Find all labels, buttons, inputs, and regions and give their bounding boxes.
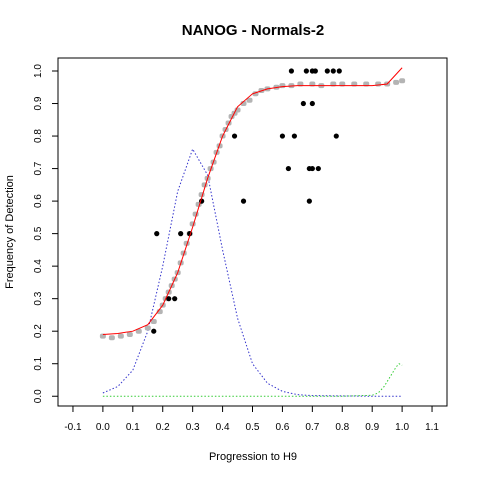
y-tick-label: 0.1 — [33, 356, 44, 370]
x-tick-label: 0.3 — [186, 422, 200, 433]
y-tick-label: 0.9 — [33, 96, 44, 110]
y-tick-label: 0.8 — [33, 129, 44, 143]
y-tick-label: 0.6 — [33, 194, 44, 208]
black-data-point — [306, 198, 312, 204]
x-tick-label: 0.4 — [216, 422, 230, 433]
black-data-point — [300, 100, 306, 107]
gray-data-point — [108, 335, 115, 341]
y-tick-label: 0.7 — [33, 161, 44, 175]
black-data-point — [324, 68, 330, 74]
y-tick-label: 0.4 — [33, 259, 44, 273]
gray-data-point — [144, 325, 151, 331]
black-data-point — [309, 100, 315, 107]
chart-title: NANOG - Normals-2 — [182, 22, 325, 39]
black-data-point — [231, 133, 238, 139]
black-data-point — [333, 133, 339, 139]
black-data-point — [172, 296, 178, 302]
black-data-point — [178, 231, 184, 237]
black-data-point — [240, 198, 247, 204]
y-tick-label: 0.5 — [33, 226, 44, 240]
x-tick-label: 0.8 — [335, 422, 349, 433]
gray-data-point — [393, 79, 400, 85]
black-data-point — [154, 231, 160, 237]
black-data-point — [279, 133, 286, 139]
black-data-point — [285, 165, 292, 172]
gray-data-point — [246, 97, 253, 103]
black-data-point — [309, 165, 315, 172]
x-axis-label: Progression to H9 — [209, 451, 297, 463]
gray-data-point — [150, 318, 157, 324]
gray-data-point — [399, 78, 406, 84]
black-data-point — [312, 68, 318, 74]
gray-data-point — [117, 333, 124, 339]
black-data-point — [288, 68, 294, 74]
black-data-point — [291, 133, 297, 139]
y-tick-label: 1.0 — [33, 64, 44, 78]
x-tick-label: 0.6 — [275, 422, 289, 433]
y-tick-label: 0.3 — [33, 291, 44, 305]
black-data-point — [330, 68, 336, 74]
black-data-point — [151, 328, 157, 334]
x-tick-label: 0.7 — [305, 422, 319, 433]
x-tick-label: 0.9 — [365, 422, 379, 433]
gray-data-point — [126, 331, 133, 337]
x-tick-label: 0.5 — [246, 422, 260, 433]
black-data-point — [303, 68, 309, 74]
black-points-series — [151, 68, 342, 334]
x-tick-label: 0.0 — [96, 422, 110, 433]
y-axis-label: Frequency of Detection — [4, 175, 16, 289]
green-line-series — [102, 363, 403, 397]
black-data-point — [315, 165, 321, 172]
y-tick-label: 0.0 — [33, 389, 44, 403]
x-tick-label: 1.0 — [395, 422, 409, 433]
axis-ticks: -0.1 0.0 0.1 0.2 0.3 0.4 0.5 0.6 0.7 0.8 0.9 1.0 1.1… — [33, 64, 439, 433]
black-data-point — [166, 296, 172, 302]
x-tick-label: 0.1 — [126, 422, 140, 433]
gray-data-point — [135, 328, 142, 334]
y-tick-label: 0.2 — [33, 324, 44, 338]
plot-content — [99, 67, 406, 397]
red-line-series — [102, 67, 403, 335]
x-tick-label: 0.2 — [156, 422, 170, 433]
x-tick-label: 1.1 — [425, 422, 439, 433]
gray-data-point — [375, 81, 382, 87]
x-tick-label: -0.1 — [64, 422, 82, 433]
black-data-point — [336, 68, 342, 74]
